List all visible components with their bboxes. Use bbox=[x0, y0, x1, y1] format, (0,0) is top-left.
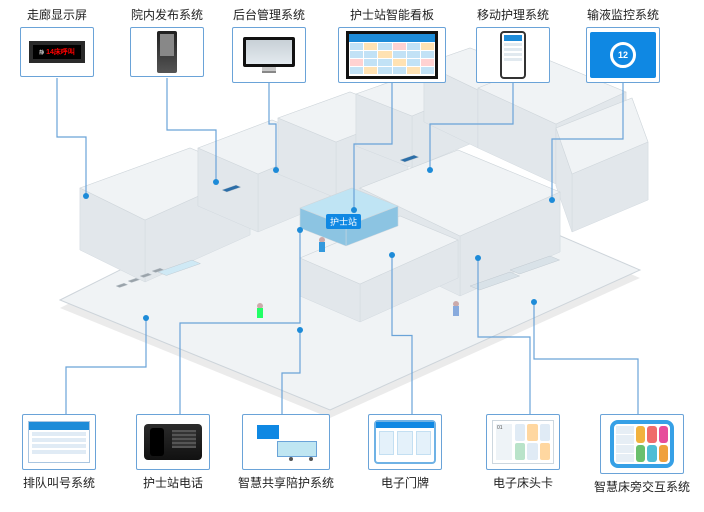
monitor-icon: 12 bbox=[590, 32, 656, 78]
imac-icon bbox=[243, 37, 295, 73]
card-infusion-monitor: 输液监控系统 12 bbox=[586, 6, 660, 83]
thumb: 静14床呼叫 bbox=[20, 27, 94, 77]
label: 走廊显示屏 bbox=[27, 6, 87, 23]
connection-node bbox=[143, 315, 149, 321]
thumb bbox=[476, 27, 550, 83]
led-screen: 静14床呼叫 bbox=[29, 41, 85, 63]
label: 院内发布系统 bbox=[131, 6, 203, 23]
kiosk-icon bbox=[157, 31, 177, 73]
bedcard-icon: 01 bbox=[492, 420, 554, 464]
card-inhouse-publish: 院内发布系统 bbox=[130, 6, 204, 77]
dashboard-icon bbox=[346, 31, 438, 79]
connection-node bbox=[297, 227, 303, 233]
thumb: 12 bbox=[586, 27, 660, 83]
label: 移动护理系统 bbox=[477, 6, 549, 23]
label: 电子门牌 bbox=[381, 474, 429, 491]
deskphone-icon bbox=[144, 424, 202, 460]
label: 电子床头卡 bbox=[493, 474, 553, 491]
phone-icon bbox=[500, 31, 526, 79]
label: 护士站电话 bbox=[143, 474, 203, 491]
card-corridor-display: 走廊显示屏 静14床呼叫 bbox=[20, 6, 94, 77]
connection-node bbox=[351, 207, 357, 213]
tablet-icon bbox=[374, 420, 436, 464]
connection-node bbox=[427, 167, 433, 173]
label: 智慧床旁交互系统 bbox=[594, 478, 690, 495]
card-e-door: 电子门牌 bbox=[368, 414, 442, 491]
label: 输液监控系统 bbox=[587, 6, 659, 23]
thumb bbox=[242, 414, 330, 470]
connection-node bbox=[83, 193, 89, 199]
connection-node bbox=[297, 327, 303, 333]
thumb bbox=[600, 414, 684, 474]
card-mobile-nursing: 移动护理系统 bbox=[476, 6, 550, 83]
thumb: 01 bbox=[486, 414, 560, 470]
connection-node bbox=[549, 197, 555, 203]
card-backend-mgmt: 后台管理系统 bbox=[232, 6, 306, 83]
thumb bbox=[22, 414, 96, 470]
connection-node bbox=[531, 299, 537, 305]
queue-icon bbox=[28, 421, 90, 463]
thumb bbox=[130, 27, 204, 77]
label: 护士站智能看板 bbox=[350, 6, 434, 23]
label: 后台管理系统 bbox=[233, 6, 305, 23]
thumb bbox=[136, 414, 210, 470]
bed-icon bbox=[255, 423, 317, 461]
bedterm-icon bbox=[610, 420, 674, 468]
card-shared-care: 智慧共享陪护系统 bbox=[238, 414, 334, 491]
card-bed-card: 01 电子床头卡 bbox=[486, 414, 560, 491]
card-queue-call: 排队叫号系统 bbox=[22, 414, 96, 491]
card-bedside-terminal: 智慧床旁交互系统 bbox=[594, 414, 690, 495]
nurse-station-label: 护士站 bbox=[326, 214, 361, 229]
card-nurse-board: 护士站智能看板 bbox=[338, 6, 446, 83]
thumb bbox=[232, 27, 306, 83]
card-nurse-phone: 护士站电话 bbox=[136, 414, 210, 491]
thumb bbox=[368, 414, 442, 470]
thumb bbox=[338, 27, 446, 83]
connection-node bbox=[389, 252, 395, 258]
connection-node bbox=[475, 255, 481, 261]
label: 智慧共享陪护系统 bbox=[238, 474, 334, 491]
connection-node bbox=[273, 167, 279, 173]
label: 排队叫号系统 bbox=[23, 474, 95, 491]
connection-node bbox=[213, 179, 219, 185]
